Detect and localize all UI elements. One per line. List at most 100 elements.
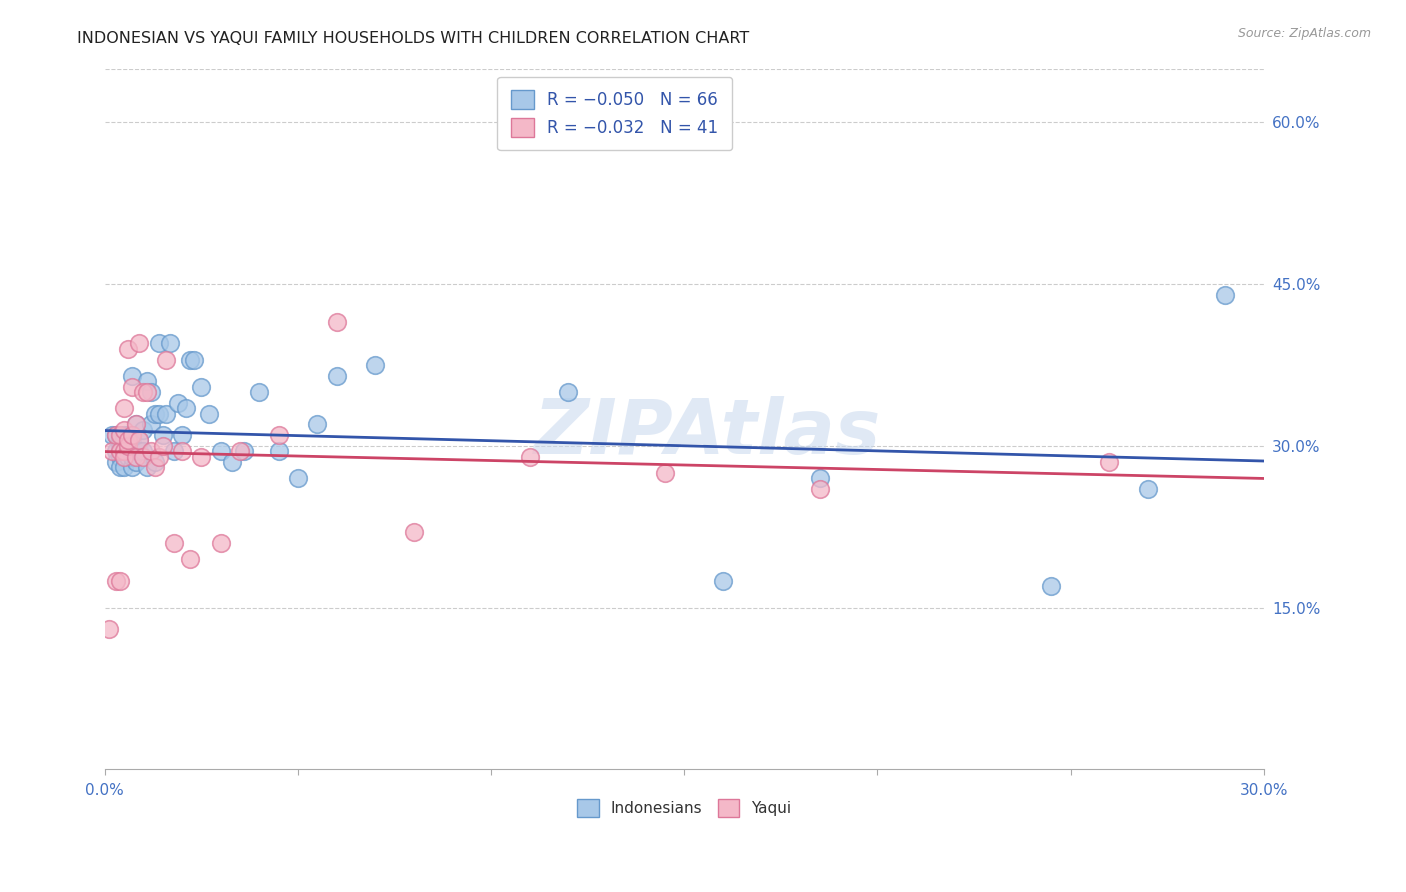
Point xyxy=(132,384,155,399)
Point xyxy=(152,439,174,453)
Point xyxy=(121,428,143,442)
Point xyxy=(105,428,128,442)
Point xyxy=(124,417,146,432)
Point xyxy=(136,384,159,399)
Point xyxy=(132,444,155,458)
Point xyxy=(190,379,212,393)
Point xyxy=(402,525,425,540)
Point xyxy=(190,450,212,464)
Point xyxy=(307,417,329,432)
Point xyxy=(112,428,135,442)
Point xyxy=(179,552,201,566)
Point xyxy=(132,423,155,437)
Point xyxy=(209,444,232,458)
Point xyxy=(121,379,143,393)
Point xyxy=(101,444,124,458)
Point xyxy=(143,460,166,475)
Point xyxy=(105,574,128,588)
Point xyxy=(163,444,186,458)
Point xyxy=(112,450,135,464)
Point xyxy=(364,358,387,372)
Point xyxy=(148,450,170,464)
Point xyxy=(229,444,252,458)
Point xyxy=(124,444,146,458)
Point xyxy=(170,444,193,458)
Point xyxy=(124,417,146,432)
Point xyxy=(325,368,347,383)
Point xyxy=(139,417,162,432)
Point xyxy=(117,439,139,453)
Point xyxy=(112,423,135,437)
Text: Source: ZipAtlas.com: Source: ZipAtlas.com xyxy=(1237,27,1371,40)
Text: ZIPAtlas: ZIPAtlas xyxy=(534,396,882,470)
Point xyxy=(128,434,150,448)
Point xyxy=(105,455,128,469)
Point xyxy=(108,428,131,442)
Point xyxy=(267,428,290,442)
Point xyxy=(232,444,254,458)
Point xyxy=(159,336,181,351)
Point xyxy=(557,384,579,399)
Point xyxy=(152,428,174,442)
Point xyxy=(267,444,290,458)
Point xyxy=(139,384,162,399)
Point xyxy=(148,407,170,421)
Point xyxy=(105,428,128,442)
Legend: Indonesians, Yaqui: Indonesians, Yaqui xyxy=(569,792,799,825)
Point xyxy=(121,428,143,442)
Point xyxy=(1136,482,1159,496)
Point xyxy=(1098,455,1121,469)
Point xyxy=(128,434,150,448)
Point xyxy=(108,434,131,448)
Point xyxy=(112,450,135,464)
Point xyxy=(247,384,270,399)
Point xyxy=(325,315,347,329)
Point xyxy=(121,368,143,383)
Point xyxy=(117,444,139,458)
Point xyxy=(170,428,193,442)
Point xyxy=(117,450,139,464)
Point xyxy=(808,471,831,485)
Point xyxy=(121,450,143,464)
Point xyxy=(1213,288,1236,302)
Point xyxy=(287,471,309,485)
Point xyxy=(179,352,201,367)
Point xyxy=(124,450,146,464)
Point xyxy=(112,401,135,416)
Point xyxy=(654,466,676,480)
Point xyxy=(117,428,139,442)
Text: INDONESIAN VS YAQUI FAMILY HOUSEHOLDS WITH CHILDREN CORRELATION CHART: INDONESIAN VS YAQUI FAMILY HOUSEHOLDS WI… xyxy=(77,31,749,46)
Point xyxy=(167,396,190,410)
Point xyxy=(117,342,139,356)
Point xyxy=(128,336,150,351)
Point xyxy=(121,434,143,448)
Point xyxy=(143,455,166,469)
Point xyxy=(198,407,221,421)
Point xyxy=(105,444,128,458)
Point xyxy=(163,536,186,550)
Point xyxy=(108,444,131,458)
Point xyxy=(808,482,831,496)
Point xyxy=(117,439,139,453)
Point xyxy=(155,352,177,367)
Point xyxy=(108,444,131,458)
Point xyxy=(209,536,232,550)
Point xyxy=(148,336,170,351)
Point xyxy=(112,444,135,458)
Point xyxy=(128,444,150,458)
Point xyxy=(108,574,131,588)
Point xyxy=(101,428,124,442)
Point xyxy=(97,622,120,636)
Point xyxy=(183,352,205,367)
Point xyxy=(174,401,197,416)
Point xyxy=(112,444,135,458)
Point xyxy=(132,450,155,464)
Point xyxy=(108,439,131,453)
Point xyxy=(136,460,159,475)
Point xyxy=(108,450,131,464)
Point xyxy=(143,407,166,421)
Point xyxy=(519,450,541,464)
Point xyxy=(155,407,177,421)
Point xyxy=(124,455,146,469)
Point xyxy=(112,460,135,475)
